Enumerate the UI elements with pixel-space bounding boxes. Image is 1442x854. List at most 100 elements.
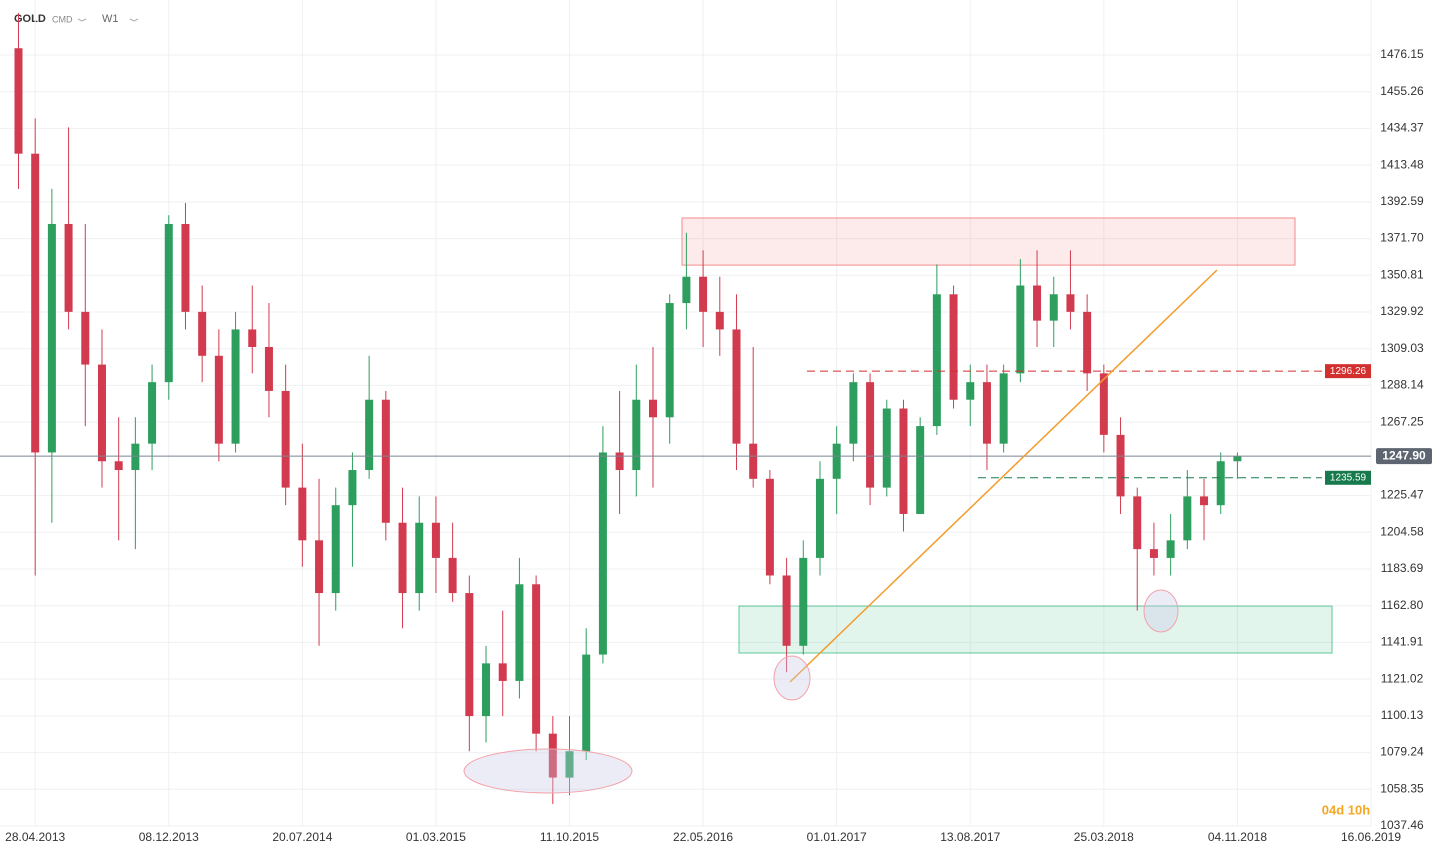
x-tick-label: 20.07.2014 (272, 830, 332, 844)
price-line-box (1325, 470, 1371, 485)
candle-body (648, 399, 657, 418)
candle-body (1233, 456, 1242, 462)
candle-body (699, 276, 708, 312)
x-tick-label: 22.05.2016 (673, 830, 733, 844)
last-price-label: 1247.90 (1382, 448, 1426, 462)
candle-body (131, 443, 140, 471)
x-tick-label: 04.11.2018 (1208, 830, 1267, 844)
candle-body (532, 584, 541, 734)
candle-body (632, 399, 641, 471)
candle-body (465, 593, 474, 717)
candle-body (615, 452, 624, 471)
candle-body (1133, 496, 1142, 550)
candle-body (866, 382, 875, 488)
candle-body (799, 557, 808, 646)
y-tick-label: 1329.92 (1380, 304, 1424, 318)
candle-body (214, 355, 223, 444)
y-tick-label: 1413.48 (1380, 157, 1424, 171)
price-line-box (1325, 364, 1371, 379)
candle-body (97, 364, 106, 462)
candle-body (849, 382, 858, 444)
x-tick-label: 16.06.2019 (1341, 830, 1401, 844)
countdown: 04d 10h (1322, 802, 1370, 817)
candle-body (47, 223, 56, 453)
y-tick-label: 1079.24 (1380, 745, 1424, 759)
candle-body (81, 311, 90, 365)
highlight-ellipse (773, 655, 811, 701)
candle-body (548, 733, 557, 778)
candle-body (1216, 461, 1225, 506)
candle-body (1149, 549, 1158, 558)
y-tick-label: 1162.80 (1381, 598, 1424, 612)
candle-body (398, 522, 407, 594)
candle-body (415, 522, 424, 594)
candle-body (181, 223, 190, 312)
candle-body (31, 153, 40, 453)
candle-body (298, 487, 307, 541)
timeframe[interactable]: W1 (102, 13, 119, 25)
y-tick-label: 1434.37 (1380, 121, 1424, 135)
candle-body (231, 329, 240, 444)
x-tick-label: 01.01.2017 (807, 830, 867, 844)
candle-body (565, 751, 574, 778)
candle-body (281, 390, 290, 488)
candle-body (515, 584, 524, 681)
trend-line (789, 269, 1218, 683)
candle-body (999, 373, 1008, 444)
x-tick-label: 25.03.2018 (1074, 830, 1134, 844)
candle-body (765, 478, 774, 576)
y-tick-label: 1288.14 (1380, 378, 1424, 392)
candle-body (315, 540, 324, 594)
y-tick-label: 1350.81 (1380, 267, 1424, 281)
zone (681, 217, 1296, 266)
highlight-ellipse (463, 748, 633, 794)
candle-body (198, 311, 207, 356)
y-tick-label: 1225.47 (1380, 488, 1424, 502)
candle-body (1066, 294, 1075, 312)
candle-body (749, 443, 758, 479)
candle-body (682, 276, 691, 304)
y-tick-label: 1455.26 (1380, 84, 1424, 98)
symbol[interactable]: GOLD (14, 13, 46, 25)
candle-body (14, 48, 23, 154)
y-tick-label: 1267.25 (1380, 414, 1424, 428)
candle-body (482, 663, 491, 717)
candle-body (1166, 540, 1175, 558)
y-tick-label: 1100.13 (1381, 708, 1424, 722)
candle-body (715, 311, 724, 330)
candle-body (331, 505, 340, 594)
dropdown-icon[interactable] (129, 18, 139, 22)
candle-body (782, 575, 791, 646)
y-tick-label: 1037.46 (1380, 818, 1424, 832)
candle-body (1200, 496, 1209, 506)
candle-body (1016, 285, 1025, 374)
candle-body (665, 303, 674, 418)
candle-body (1033, 285, 1042, 321)
candle-body (732, 329, 741, 444)
candle-body (916, 426, 925, 514)
candle-body (365, 399, 374, 471)
candle-body (966, 382, 975, 400)
zone (738, 605, 1333, 654)
dropdown-icon[interactable] (77, 18, 87, 22)
x-tick-label: 08.12.2013 (139, 830, 199, 844)
candle-body (1083, 311, 1092, 374)
y-tick-label: 1183.69 (1381, 561, 1424, 575)
candle-body (264, 347, 273, 391)
price-line-label: 1235.59 (1330, 472, 1367, 483)
market: CMD (52, 14, 73, 24)
candle-body (1116, 434, 1125, 497)
price-line-label: 1296.26 (1330, 366, 1367, 377)
x-tick-label: 13.08.2017 (940, 830, 1000, 844)
candle-body (248, 329, 257, 348)
candle-body (815, 478, 824, 558)
candle-body (899, 408, 908, 514)
candle-body (448, 557, 457, 594)
y-tick-label: 1476.15 (1380, 47, 1424, 61)
x-tick-label: 01.03.2015 (406, 830, 466, 844)
y-tick-label: 1392.59 (1380, 194, 1424, 208)
candle-body (1049, 294, 1058, 321)
candle-body (932, 294, 941, 427)
candle-body (949, 294, 958, 400)
